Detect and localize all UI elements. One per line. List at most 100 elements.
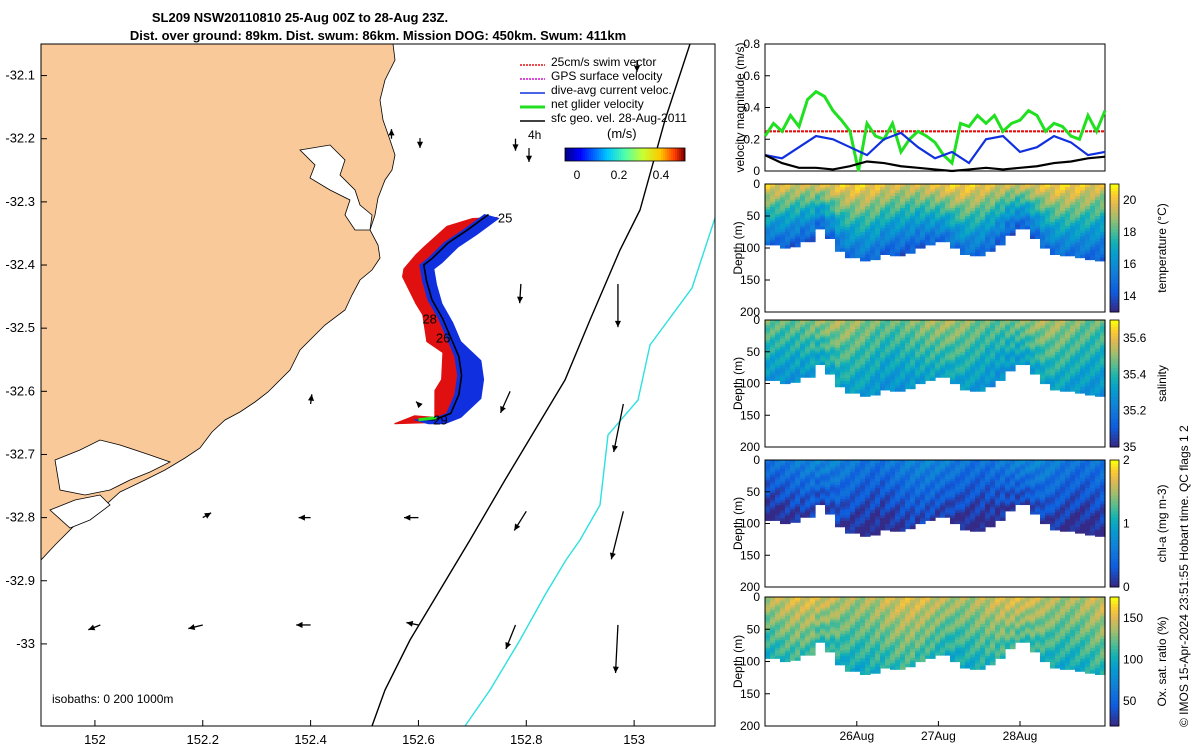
colorbar-cell	[631, 148, 633, 161]
profile-cell	[880, 387, 886, 391]
profile-cell	[830, 372, 836, 375]
profile-cell	[1005, 369, 1011, 372]
colorbar-cell	[681, 148, 683, 161]
profile-cell	[770, 378, 776, 381]
colorbar-cell	[657, 148, 659, 161]
colorbar-cell	[613, 148, 615, 161]
profile-colorbar-cell	[1110, 229, 1119, 233]
profile-cell	[1050, 527, 1056, 531]
profile-cell	[790, 520, 796, 523]
colorbar-cell	[575, 148, 577, 161]
profile-cell	[955, 521, 961, 524]
profile-cell	[945, 239, 951, 242]
profile-colorbar-cell	[1110, 206, 1119, 210]
profile-cell	[765, 242, 771, 245]
profile-cell	[1095, 258, 1101, 262]
profile-colorbar-cell	[1110, 226, 1119, 230]
profile-colorbar-cell	[1110, 254, 1119, 258]
colorbar-cell	[675, 148, 677, 161]
profile-cell	[1030, 512, 1036, 515]
profile-colorbar-label: temperature (°C)	[1155, 203, 1169, 293]
map-ytick-label: -32.5	[5, 320, 35, 335]
profile-cell	[855, 255, 861, 259]
legend-gps-label: GPS surface velocity	[551, 69, 662, 83]
colorbar-cell	[591, 148, 593, 161]
profile-cell	[935, 239, 941, 242]
profile-colorbar-cell	[1110, 330, 1119, 334]
profile-cell	[1025, 503, 1031, 505]
profile-colorbar-cell	[1110, 399, 1119, 403]
profile-cell	[970, 388, 976, 392]
profile-cell	[820, 503, 826, 505]
profile-colorbar-cell	[1110, 267, 1119, 271]
profile-cell	[895, 388, 901, 392]
colorbar-cell	[627, 148, 629, 161]
colorbar-cell	[595, 148, 597, 161]
profile-cell	[900, 253, 906, 257]
profile-colorbar-cell	[1110, 277, 1119, 281]
profile-cell	[970, 528, 976, 532]
profile-colorbar-cell	[1110, 345, 1119, 349]
profile-cell	[990, 384, 996, 387]
profile-colorbar-cell	[1110, 251, 1119, 255]
day-label: 26	[436, 331, 450, 346]
profile-cell	[1005, 233, 1011, 236]
profile-colorbar-cell	[1110, 203, 1119, 207]
colorbar-cell	[643, 148, 645, 161]
profile-cell	[1050, 251, 1056, 255]
profile-cell	[1055, 251, 1061, 255]
profile-colorbar-cell	[1110, 415, 1119, 419]
profile-cell	[860, 533, 866, 537]
profile-cell	[1090, 256, 1096, 260]
profile-cell	[900, 388, 906, 392]
colorbar-cell	[585, 148, 587, 161]
profile-cell	[1055, 527, 1061, 531]
colorbar-cell	[651, 148, 653, 161]
profile-colorbar-cell	[1110, 390, 1119, 394]
profile-cell	[855, 390, 861, 394]
legend-swim-label: 25cm/s swim vector	[551, 55, 656, 69]
profile-cell	[930, 378, 936, 381]
profile-colorbar-cell	[1110, 431, 1119, 435]
profile-cell	[875, 256, 881, 260]
profile-cell	[850, 530, 856, 534]
profile-cell	[1045, 381, 1051, 384]
profile-cell	[955, 245, 961, 248]
colorbar-cell	[619, 148, 621, 161]
profile-ytick-label: 0	[753, 313, 760, 327]
profile-cell	[850, 255, 856, 259]
profile-colorbar-tick: 35.6	[1123, 331, 1147, 345]
profile-cell	[1065, 388, 1071, 392]
profile-cell	[1080, 390, 1086, 394]
map-xtick-label: 152.4	[294, 732, 327, 747]
colorbar-cell	[677, 148, 679, 161]
profile-colorbar-cell	[1110, 264, 1119, 268]
profile-colorbar-cell	[1110, 384, 1119, 388]
map-ytick-label: -32.2	[5, 131, 35, 146]
profile-cell	[785, 245, 791, 248]
profile-cell	[830, 236, 836, 239]
profile-cell	[1070, 253, 1076, 257]
profile-cell	[1020, 503, 1026, 505]
profile-colorbar-cell	[1110, 258, 1119, 262]
profile-colorbar-cell	[1110, 216, 1119, 220]
profile-cell	[1060, 388, 1066, 392]
profile-colorbar-cell	[1110, 437, 1119, 441]
colorbar-cell	[635, 148, 637, 161]
profile-colorbar-cell	[1110, 406, 1119, 410]
colorbar-cell	[661, 148, 663, 161]
profile-colorbar-cell	[1110, 361, 1119, 365]
profile-colorbar-cell	[1110, 238, 1119, 242]
profile-colorbar-cell	[1110, 261, 1119, 265]
map-xtick-label: 152	[84, 732, 106, 747]
colorbar-unit-label: (m/s)	[607, 126, 637, 141]
profile-colorbar-cell	[1110, 270, 1119, 274]
colorbar-cell	[593, 148, 595, 161]
colorbar-cell	[589, 148, 591, 161]
colorbar-cell	[655, 148, 657, 161]
profile-cell	[800, 239, 806, 242]
colorbar-cell	[665, 148, 667, 161]
profile-cell	[885, 251, 891, 255]
isobath-label: isobaths: 0 200 1000m	[52, 692, 173, 706]
profile-colorbar-tick: 35.2	[1123, 404, 1147, 418]
